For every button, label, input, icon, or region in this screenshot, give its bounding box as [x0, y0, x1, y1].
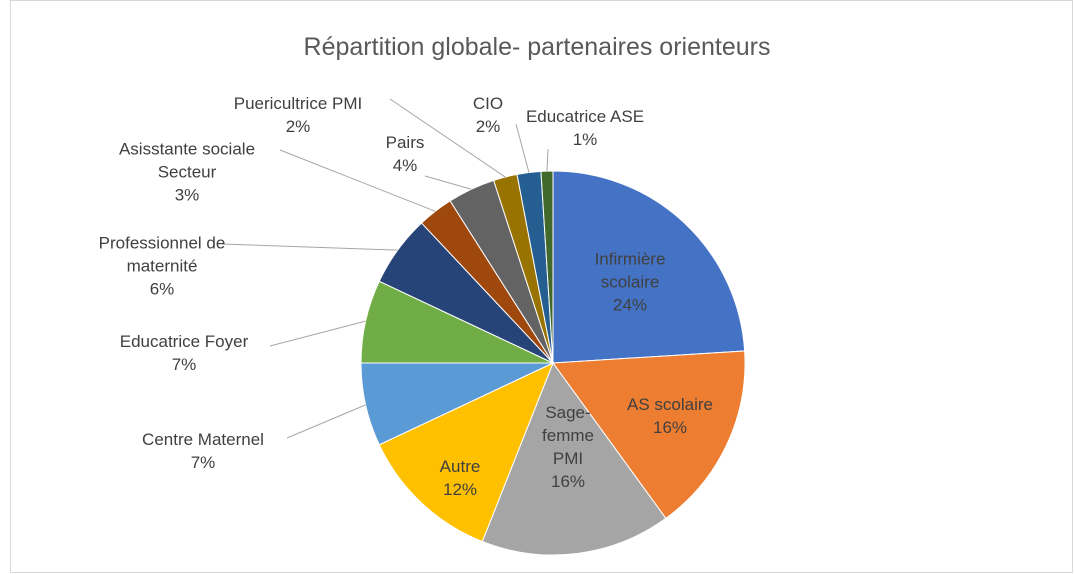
value-label: 4%: [392, 156, 418, 175]
frame: [10, 0, 1073, 573]
data-label: Infirmière scolaire 24%: [575, 248, 685, 317]
data-label: Professionnel de maternité 6%: [70, 232, 255, 301]
leader-line: [221, 243, 398, 251]
leader-line: [389, 98, 506, 178]
data-label: Asisstante sociale Secteur 3%: [92, 138, 282, 207]
data-label: Centre Maternel 7%: [103, 428, 303, 474]
data-label: Pairs 4%: [365, 131, 445, 177]
leader-line: [269, 320, 366, 347]
data-label: Puericultrice PMI 2%: [198, 92, 398, 138]
value-label: 3%: [174, 185, 200, 205]
category-label: Autre: [439, 457, 481, 476]
pie-slice: [378, 362, 554, 543]
data-label: Sage-femme PMI 16%: [538, 401, 598, 493]
leader-line: [546, 148, 549, 172]
data-label: Educatrice Foyer 7%: [84, 330, 284, 376]
leader-line: [424, 175, 472, 190]
category-label: Infirmière scolaire: [594, 249, 666, 292]
value-label: 1%: [572, 130, 598, 149]
category-label: CIO: [472, 94, 504, 113]
data-label: AS scolaire 16%: [605, 393, 735, 439]
value-label: 2%: [285, 117, 311, 136]
category-label: Professionnel de maternité: [98, 233, 226, 276]
value-label: 7%: [171, 355, 197, 374]
data-label: CIO 2%: [463, 92, 513, 138]
data-label: Autre 12%: [430, 455, 490, 501]
data-label: Educatrice ASE 1%: [505, 105, 665, 151]
value-label: 6%: [149, 279, 175, 299]
value-label: 16%: [550, 472, 586, 491]
leader-line: [279, 149, 436, 212]
leader-line: [286, 404, 366, 439]
category-label: Asisstante sociale Secteur: [118, 139, 256, 182]
value-label: 16%: [652, 418, 688, 437]
category-label: Sage-femme PMI: [542, 403, 594, 468]
pie-slice: [481, 361, 667, 556]
value-label: 24%: [612, 295, 648, 315]
category-label: Educatrice ASE: [525, 107, 645, 126]
value-label: 12%: [442, 480, 478, 499]
pie-slice: [540, 170, 554, 364]
leader-line: [515, 123, 530, 173]
pie-slice: [552, 170, 746, 364]
category-label: Educatrice Foyer: [119, 332, 249, 351]
pie-slice: [552, 350, 746, 520]
category-label: Centre Maternel: [142, 430, 264, 449]
value-label: 7%: [190, 453, 216, 472]
value-label: 2%: [475, 117, 501, 136]
category-label: Puericultrice PMI: [233, 94, 363, 113]
category-label: Pairs: [385, 133, 425, 152]
chart-title: Répartition globale- partenaires oriente…: [303, 33, 771, 61]
category-label: AS scolaire: [627, 395, 713, 414]
